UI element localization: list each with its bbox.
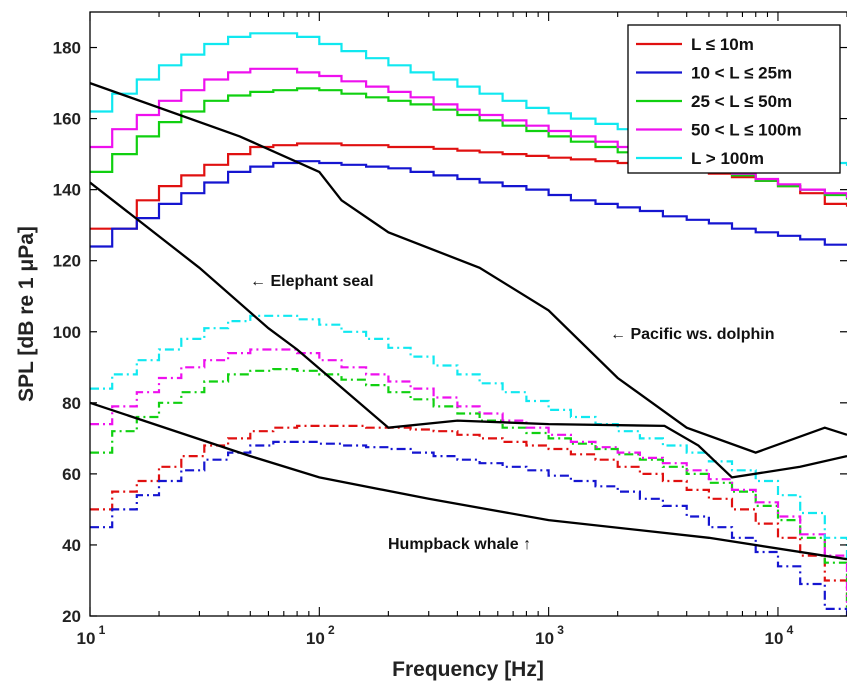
y-tick-label: 80: [62, 394, 81, 413]
series-layer: [90, 32, 847, 616]
x-tick-exponent: 3: [557, 623, 564, 637]
ship-series-solid-2: [90, 160, 847, 248]
y-tick-label: 140: [53, 181, 81, 200]
x-tick-label: 10: [765, 629, 784, 648]
y-tick-label: 180: [53, 39, 81, 58]
animal-series-pacific-ws-dolphin: [90, 181, 847, 479]
y-axis-title: SPL [dB re 1 μPa]: [15, 226, 38, 402]
ship-series-solid-1: [90, 142, 847, 230]
x-tick-label: 10: [306, 629, 325, 648]
annotation-humpback-whale: Humpback whale ↑: [388, 536, 531, 553]
x-axis-title: Frequency [Hz]: [392, 658, 544, 681]
ship-series-dashed-4: [90, 348, 847, 603]
legend-label: L > 100m: [691, 149, 764, 168]
y-tick-label: 60: [62, 465, 81, 484]
ship-series-dashed-2: [90, 440, 847, 616]
ship-series-solid-3: [90, 87, 847, 200]
animal-series-humpback-whale: [90, 401, 847, 561]
ship-series-dashed-5: [90, 314, 847, 564]
annotation-elephant-seal: ← Elephant seal: [250, 273, 374, 290]
x-tick-exponent: 2: [328, 623, 335, 637]
x-tick-label: 10: [77, 629, 96, 648]
plot-frame: [89, 11, 847, 617]
legend-label: 10 < L ≤ 25m: [691, 64, 792, 83]
y-tick-label: 100: [53, 323, 81, 342]
x-tick-exponent: 1: [99, 623, 106, 637]
y-tick-label: 120: [53, 252, 81, 271]
legend-box: [627, 24, 841, 174]
ship-series-dashed-1: [90, 424, 847, 610]
legend-label: L ≤ 10m: [691, 35, 754, 54]
x-tick-label: 10: [535, 629, 554, 648]
y-tick-label: 40: [62, 536, 81, 555]
x-tick-exponent: 4: [787, 623, 794, 637]
axes: [89, 11, 847, 617]
ship-series-dashed-3: [90, 368, 847, 610]
legend: L ≤ 10m 10 < L ≤ 25m 25 < L ≤ 50m 50 < L ≤ …: [627, 24, 841, 174]
y-tick-label: 20: [62, 607, 81, 626]
ship-series-solid-4: [90, 67, 847, 198]
legend-label: 25 < L ≤ 50m: [691, 92, 792, 111]
legend-label: 50 < L ≤ 100m: [691, 121, 802, 140]
animal-series-elephant-seal: [90, 82, 847, 454]
annotation-pacific-dolphin: ← Pacific ws. dolphin: [610, 326, 774, 343]
y-tick-label: 160: [53, 110, 81, 129]
